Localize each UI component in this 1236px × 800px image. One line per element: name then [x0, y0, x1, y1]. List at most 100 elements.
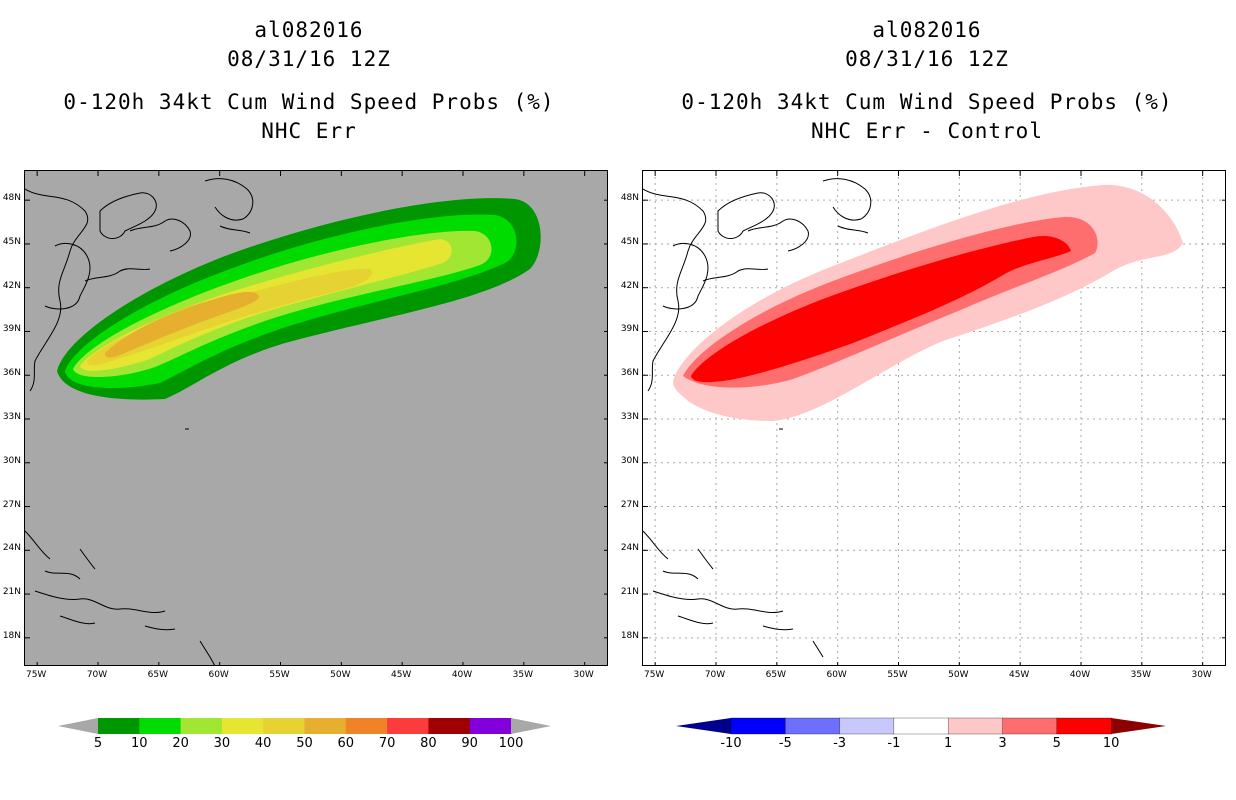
swath-40pct [87, 268, 373, 366]
left-colorbar-label-80: 80 [420, 736, 437, 751]
right-lat-label-48N: 48N [620, 193, 639, 204]
colorbar-box-2 [139, 718, 182, 734]
right-lat-label-21N: 21N [620, 587, 639, 598]
left-lat-label-30N: 30N [2, 455, 21, 466]
right-lon-label-45W: 45W [1008, 670, 1030, 680]
left-lon-label-55W: 55W [269, 670, 290, 680]
right-colorbar-label-3: 3 [998, 736, 1007, 751]
right-colorbar-label--3: -3 [833, 736, 847, 751]
colorbar-right-triangle [511, 718, 551, 734]
diff-5 [691, 235, 1071, 383]
left-lat-label-24N: 24N [2, 543, 21, 554]
left-title-datetime: 08/31/16 12Z [227, 47, 391, 71]
right-title-subtitle: NHC Err - Control [811, 119, 1043, 143]
left-lat-label-18N: 18N [2, 630, 21, 641]
colorbar-box-5 [263, 718, 305, 734]
right-lat-label-24N: 24N [620, 543, 639, 554]
right-lon-label-35W: 35W [1130, 670, 1151, 680]
right-lon-label-55W: 55W [887, 670, 908, 680]
right-title-datetime: 08/31/16 12Z [845, 47, 1009, 71]
left-colorbar-label-10: 10 [131, 736, 148, 751]
colorbar-box-6 [304, 718, 347, 734]
left-lon-label-60W: 60W [208, 670, 229, 680]
right-lon-label-65W: 65W [765, 670, 786, 680]
left-lat-label-48N: 48N [2, 193, 21, 204]
right-lat-label-18N: 18N [620, 630, 639, 641]
right-lon-label-40W: 40W [1069, 670, 1091, 680]
left-lon-label-75W: 75W [25, 670, 47, 680]
left-lat-label-33N: 33N [2, 412, 21, 422]
diff-colorbar-box-5 [948, 717, 1004, 735]
left-colorbar-label-20: 20 [172, 736, 189, 751]
left-lat-label-21N: 21N [2, 587, 21, 598]
right-lon-label-70W: 70W [704, 670, 726, 680]
right-lon-label-75W: 75W [643, 670, 665, 680]
colorbar-left-triangle [58, 718, 98, 734]
right-lat-label-27N: 27N [620, 499, 639, 510]
right-lon-label-60W: 60W [826, 670, 847, 680]
right-axis-ticks [643, 171, 1225, 665]
left-lon-label-30W: 30W [573, 670, 594, 680]
right-difference-swath [673, 184, 1183, 421]
diff-colorbar-left-triangle [676, 718, 731, 734]
swath-50pct [105, 291, 259, 358]
colorbar-box-10 [469, 718, 512, 734]
left-lon-label-35W: 35W [512, 670, 533, 680]
right-lat-label-39N: 39N [620, 324, 639, 335]
left-lon-label-65W: 65W [147, 670, 168, 680]
left-colorbar-label-100: 100 [498, 736, 524, 751]
right-lat-label-33N: 33N [620, 412, 639, 422]
left-lon-label-45W: 45W [390, 670, 412, 680]
right-colorbar-label--5: -5 [778, 736, 792, 751]
diff-colorbar-box-3 [839, 717, 895, 735]
left-colorbar-label-5: 5 [93, 736, 103, 751]
right-lat-label-45N: 45N [620, 236, 639, 247]
diff-colorbar-box-7 [1056, 717, 1112, 735]
left-axis-ticks [25, 171, 607, 665]
right-lat-label-36N: 36N [620, 368, 639, 379]
colorbar-box-8 [387, 718, 429, 734]
colorbar-box-4 [221, 718, 264, 734]
right-lon-label-50W: 50W [948, 670, 969, 680]
right-lat-label-42N: 42N [620, 280, 639, 291]
left-title-storm-id: al082016 [254, 18, 364, 42]
colorbar-box-9 [428, 718, 471, 734]
colorbar-box-3 [180, 718, 223, 734]
diff-colorbar-box-2 [785, 717, 841, 735]
diff-colorbar-right-triangle [1111, 718, 1167, 734]
left-coastlines [25, 178, 254, 665]
right-title-storm-id: al082016 [872, 18, 982, 42]
left-lat-label-45N: 45N [2, 236, 21, 247]
diff-colorbar-box-4 [893, 717, 949, 735]
colorbar-box-7 [345, 718, 388, 734]
left-lon-label-40W: 40W [451, 670, 473, 680]
right-colorbar-label--1: -1 [887, 736, 901, 751]
left-lat-label-39N: 39N [2, 324, 21, 335]
diff-colorbar-box-1 [730, 717, 786, 735]
right-lat-label-30N: 30N [620, 455, 639, 466]
left-colorbar-label-90: 90 [461, 736, 478, 751]
right-lon-label-30W: 30W [1191, 670, 1212, 680]
left-title-product: 0-120h 34kt Cum Wind Speed Probs (%) [63, 90, 555, 114]
left-title-subtitle: NHC Err [261, 119, 357, 143]
left-probability-map [24, 170, 608, 666]
left-probability-swath [57, 198, 541, 400]
right-coastlines [643, 178, 872, 658]
left-lat-label-27N: 27N [2, 499, 21, 510]
left-colorbar [58, 718, 551, 734]
left-lon-label-70W: 70W [86, 670, 108, 680]
right-map-svg [643, 171, 1225, 665]
left-colorbar-label-40: 40 [254, 736, 272, 751]
right-colorbar-label-5: 5 [1052, 736, 1061, 751]
left-colorbar-label-30: 30 [213, 736, 231, 751]
left-lat-label-36N: 36N [2, 368, 21, 379]
right-difference-map [642, 170, 1226, 666]
left-lat-label-42N: 42N [2, 280, 21, 291]
left-colorbar-label-70: 70 [378, 736, 396, 751]
left-map-svg [25, 171, 607, 665]
diff-colorbar-box-6 [1002, 717, 1058, 735]
right-colorbar-label-10: 10 [1102, 736, 1120, 751]
colorbar-box-1 [98, 718, 140, 734]
right-colorbar-label-1: 1 [944, 736, 953, 751]
left-colorbar-label-50: 50 [296, 736, 313, 751]
